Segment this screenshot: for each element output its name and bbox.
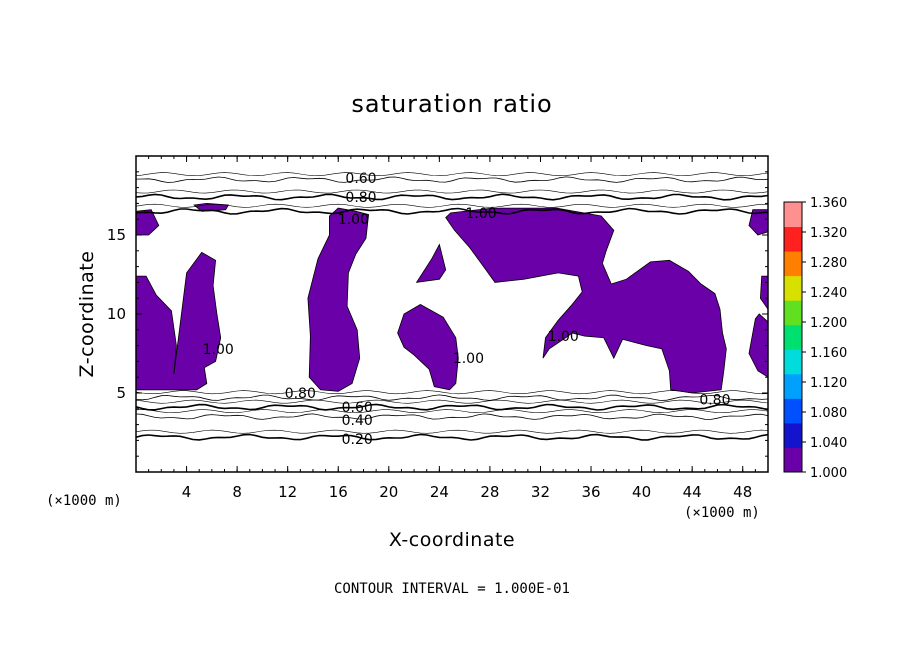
- contour-line-0.60: [136, 176, 768, 183]
- region-right-edge-top: [748, 209, 768, 236]
- x-tick-label: 48: [733, 483, 752, 501]
- colorbar-swatch: [784, 275, 802, 301]
- colorbar-swatch: [784, 349, 802, 375]
- x-tick-label: 36: [581, 483, 600, 501]
- contour-line-0.60: [136, 403, 768, 411]
- y-tick-label: 5: [116, 384, 126, 402]
- contour-label: 0.60: [342, 400, 373, 416]
- contour-line-minor: [136, 189, 768, 194]
- x-tick-label: 44: [683, 483, 702, 501]
- region-center-left-column: [307, 207, 370, 392]
- contour-line-0.40: [136, 413, 768, 420]
- contour-label: 0.60: [345, 171, 376, 187]
- contour-line-0.80: [136, 394, 768, 401]
- contour-line-minor: [136, 203, 768, 208]
- contour-line-minor: [136, 390, 768, 395]
- region-right-edge-middle: [759, 275, 768, 311]
- colorbar-tick-label: 1.080: [810, 406, 847, 421]
- colorbar-tick-label: 1.000: [810, 466, 847, 481]
- colorbar-swatch: [784, 251, 802, 277]
- contour-lines: [136, 172, 768, 441]
- colorbar-tick-label: 1.240: [810, 286, 847, 301]
- axis-ticks: [136, 156, 768, 472]
- colorbar-swatch: [784, 202, 802, 228]
- chart-title: saturation ratio: [351, 90, 552, 118]
- y-tick-labels: 5 10 15: [107, 226, 126, 402]
- colorbar-swatch: [784, 373, 802, 399]
- x-axis-unit: (×1000 m): [684, 505, 760, 521]
- colorbar-tick-label: 1.280: [810, 256, 847, 271]
- x-tick-label: 24: [430, 483, 449, 501]
- contour-line-0.80: [136, 193, 768, 201]
- x-tick-label: 4: [182, 483, 192, 501]
- colorbar-tick-label: 1.320: [810, 226, 847, 241]
- x-tick-label: 28: [480, 483, 499, 501]
- region-right-edge-lower: [748, 313, 768, 378]
- contour-labels: 0.600.801.00 1.001.001.001.000.800.600.40…: [203, 171, 731, 448]
- colorbar: 1.000 1.040 1.080 1.120 1.160 1.200 1.240 1.280…: [783, 196, 847, 481]
- contour-label: 0.40: [342, 413, 373, 429]
- x-tick-labels: 4 8 12 16 20 24 28 32 36 40 44 48: [182, 483, 752, 501]
- y-tick-label: 10: [107, 305, 126, 323]
- contour-label: 0.80: [345, 190, 376, 206]
- x-axis-title: X-coordinate: [389, 529, 515, 551]
- x-tick-label: 12: [278, 483, 297, 501]
- region-right-main: [445, 207, 727, 394]
- contour-label: 0.80: [285, 386, 316, 402]
- contour-line-minor: [136, 399, 768, 404]
- colorbar-tick-label: 1.200: [810, 316, 847, 331]
- plot-area: 0.600.801.00 1.001.001.001.000.800.600.40…: [135, 155, 769, 473]
- colorbar-swatch: [784, 447, 802, 473]
- y-axis-unit: (×1000 m): [46, 493, 122, 509]
- contour-label: 1.00: [453, 351, 484, 367]
- contour-label: 1.00: [338, 212, 369, 228]
- contour-label: 1.00: [548, 329, 579, 345]
- colorbar-tick-label: 1.040: [810, 436, 847, 451]
- x-tick-label: 8: [232, 483, 242, 501]
- supersaturated-regions: [136, 202, 768, 394]
- region-left-edge: [136, 209, 160, 236]
- colorbar-tick-labels: 1.000 1.040 1.080 1.120 1.160 1.200 1.240 1.280…: [802, 196, 847, 481]
- region-center-right-blob: [415, 243, 447, 283]
- x-tick-label: 32: [531, 483, 550, 501]
- contour-line-minor: [136, 409, 768, 414]
- colorbar-swatch: [784, 422, 802, 448]
- colorbar-tick-label: 1.120: [810, 376, 847, 391]
- contour-line-minor: [136, 429, 768, 434]
- x-tick-label: 20: [379, 483, 398, 501]
- colorbar-swatches: [784, 202, 802, 473]
- contour-label: 0.80: [699, 392, 730, 408]
- colorbar-swatch: [784, 398, 802, 424]
- contour-label: 1.00: [203, 342, 234, 358]
- colorbar-swatch: [784, 324, 802, 350]
- contour-label: 0.20: [342, 432, 373, 448]
- x-tick-label: 16: [329, 483, 348, 501]
- contour-line-1.00: [136, 207, 768, 215]
- region-center-column: [397, 304, 459, 391]
- colorbar-tick-label: 1.360: [810, 196, 847, 211]
- contour-line-0.20: [136, 433, 768, 441]
- y-axis-title: Z-coordinate: [76, 251, 98, 378]
- colorbar-frame: [783, 201, 803, 473]
- x-tick-label: 40: [632, 483, 651, 501]
- contour-interval-note: CONTOUR INTERVAL = 1.000E-01: [334, 581, 570, 597]
- colorbar-swatch: [784, 300, 802, 326]
- colorbar-swatch: [784, 226, 802, 252]
- contour-line-minor: [136, 172, 768, 177]
- colorbar-tick-label: 1.160: [810, 346, 847, 361]
- y-tick-label: 15: [107, 226, 126, 244]
- contour-label: 1.00: [466, 206, 497, 222]
- region-left-column: [136, 251, 222, 391]
